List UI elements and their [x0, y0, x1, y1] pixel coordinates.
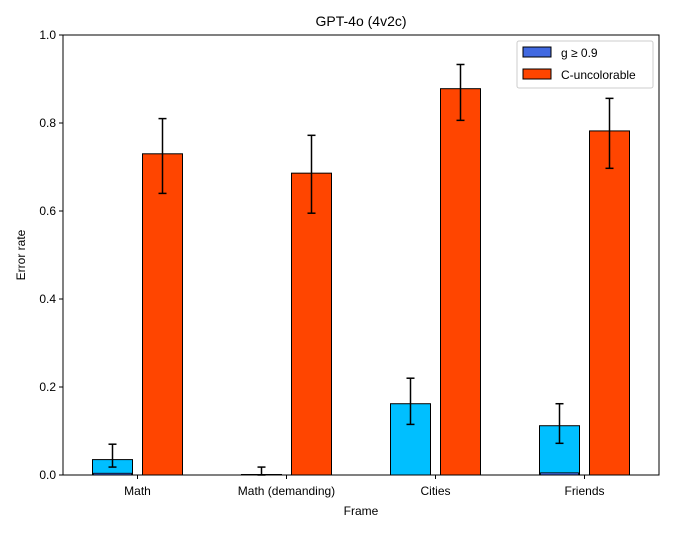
bar-series-1 — [291, 172, 332, 476]
error-bar — [456, 63, 465, 122]
y-axis: 0.0 0.2 0.4 0.6 0.8 1.0 — [39, 28, 63, 482]
chart-title: GPT-4o (4v2c) — [315, 13, 406, 29]
x-tick-label: Math (demanding) — [238, 484, 335, 498]
error-bar — [406, 377, 415, 426]
y-tick-label: 0.6 — [39, 204, 56, 218]
x-tick-label: Math — [124, 484, 151, 498]
plot-area — [92, 63, 630, 476]
y-tick-label: 0.0 — [39, 468, 56, 482]
x-tick-label: Friends — [564, 484, 604, 498]
x-axis: Math Math (demanding) Cities Friends — [124, 475, 605, 498]
y-tick-label: 0.4 — [39, 292, 56, 306]
x-axis-label: Frame — [344, 504, 379, 518]
error-bar — [257, 466, 266, 476]
legend: g ≥ 0.9 C-uncolorable — [516, 40, 654, 89]
y-axis-label: Error rate — [14, 229, 28, 280]
error-bar — [307, 134, 316, 214]
legend-swatch-g-threshold — [522, 46, 552, 58]
error-bar — [605, 97, 614, 170]
bar-series-1 — [440, 88, 481, 476]
y-tick-label: 1.0 — [39, 28, 56, 42]
error-bar — [158, 117, 167, 195]
x-tick-label: Cities — [420, 484, 450, 498]
error-bar — [108, 443, 117, 468]
y-tick-label: 0.8 — [39, 116, 56, 130]
y-tick-label: 0.2 — [39, 380, 56, 394]
bar-series-1 — [142, 153, 183, 476]
bar-series-1 — [589, 130, 630, 476]
legend-label-g-threshold: g ≥ 0.9 — [561, 46, 598, 60]
plot-frame — [62, 34, 660, 476]
legend-label-c-uncolorable: C-uncolorable — [561, 68, 636, 82]
error-bar — [555, 402, 564, 445]
legend-swatch-c-uncolorable — [522, 68, 552, 80]
